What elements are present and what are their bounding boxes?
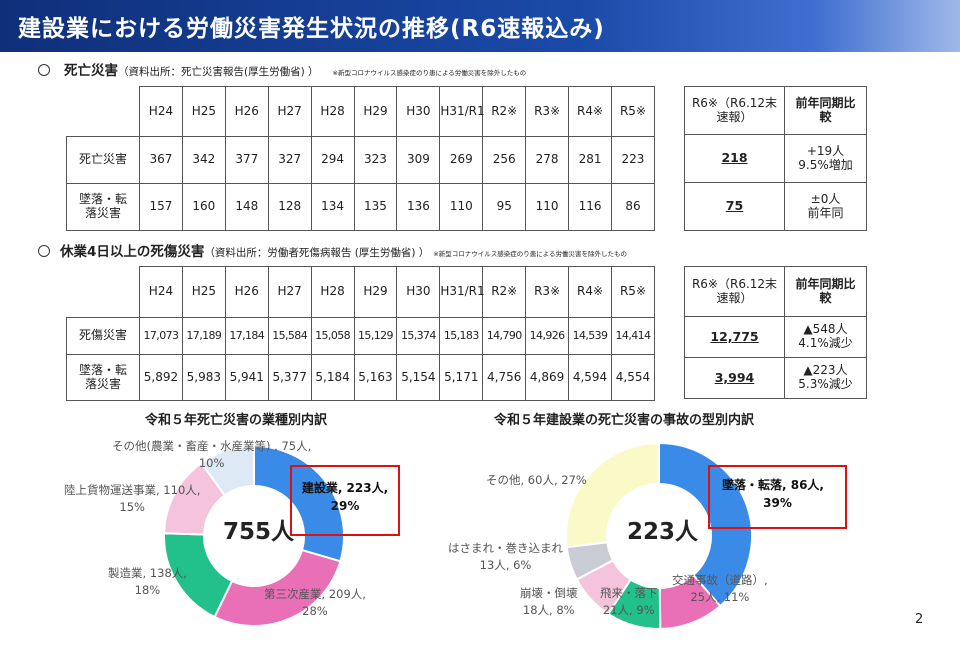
title-banner: 建設業における労働災害発生状況の推移(R6速報込み) — [0, 0, 960, 52]
circle-icon — [38, 245, 50, 257]
injury-r6-table: R6※（R6.12末速報） 前年同期比較 12,775 ▲548人 4.1%減少 … — [684, 266, 867, 399]
page-number: 2 — [915, 612, 924, 627]
table-row: 75 ±0人 前年同 — [684, 182, 867, 231]
table-row: 墜落・転落災害 5,892 5,983 5,941 5,377 5,184 5,163 5,… — [66, 354, 656, 401]
slice-label-tertiary: 第三次産業, 209人, 28% — [264, 587, 366, 618]
section-heading-fatal: 死亡災害（資料出所：死亡災害報告(厚生労働省) ） ※新型コロナウイルス感染症のり… — [38, 59, 526, 79]
table-row: 218 +19人 9.5%増加 — [684, 134, 867, 183]
industry-donut-chart — [164, 444, 344, 627]
slice-label-caught: はさまれ・巻き込まれ 13人, 6% — [448, 541, 563, 572]
donut-slice-1 — [213, 548, 342, 627]
accident-type-donut-chart — [565, 441, 753, 631]
chart1-center-total: 755人 — [223, 519, 295, 545]
donut-slice-5 — [565, 441, 660, 549]
highlight-box-construction: 建設業, 223人, 29% — [290, 465, 400, 536]
chart2-center-total: 223人 — [627, 519, 699, 545]
highlight-box-falls: 墜落・転落, 86人, 39% — [708, 465, 847, 529]
section-heading-injury: 休業4日以上の死傷災害（資料出所：労働者死傷病報告 (厚生労働省) ） ※新型コロ… — [38, 240, 627, 260]
table-row: 死亡災害 367 342 377 327 294 323 309 269 256 278 281 22… — [66, 136, 656, 184]
table-row: 墜落・転落災害 157 160 148 128 134 135 136 110 95 110 116… — [66, 183, 656, 231]
slice-label-collapse: 崩壊・倒壊 18人, 8% — [520, 586, 578, 617]
slice-label-manufacturing: 製造業, 138人, 18% — [108, 566, 187, 597]
table-row: 3,994 ▲223人 5.3%減少 — [684, 357, 867, 399]
injury-table: H24 H25 H26 H27 H28 H29 H30 H31/R1 R2※ R3※ R4※ R5※… — [66, 266, 656, 401]
slice-label-traffic: 交通事故（道路）, 25人, 11% — [672, 573, 768, 604]
page-title: 建設業における労働災害発生状況の推移(R6速報込み) — [18, 16, 605, 42]
chart2-title: 令和５年建設業の死亡災害の事故の型別内訳 — [494, 413, 755, 428]
circle-icon — [38, 64, 50, 76]
fatal-r6-table: R6※（R6.12末速報） 前年同期比較 218 +19人 9.5%増加 75 ±… — [684, 86, 867, 231]
table-row: 死傷災害 17,073 17,189 17,184 15,584 15,058 15,12… — [66, 317, 656, 355]
chart1-title: 令和５年死亡災害の業種別内訳 — [145, 413, 328, 428]
slice-label-other: その他(農業・畜産・水産業等) , 75人, 10% — [112, 439, 312, 470]
donut-slice-4 — [200, 444, 255, 497]
year-header: H31/R1 — [439, 86, 485, 137]
fatal-table: H24 H25 H26 H27 H28 H29 H30 H31/R1 R2※ R3※ R4※ R5※… — [66, 86, 656, 231]
slice-label-freight: 陸上貨物運送事業, 110人, 15% — [64, 483, 201, 514]
donut-slice-0 — [253, 444, 344, 563]
table-row: 12,775 ▲548人 4.1%減少 — [684, 316, 867, 358]
slice-label-other2: その他, 60人, 27% — [486, 473, 587, 487]
donut-slice-0 — [658, 441, 753, 608]
slice-label-falling-objects: 飛来・落下 21人, 9% — [600, 586, 658, 617]
